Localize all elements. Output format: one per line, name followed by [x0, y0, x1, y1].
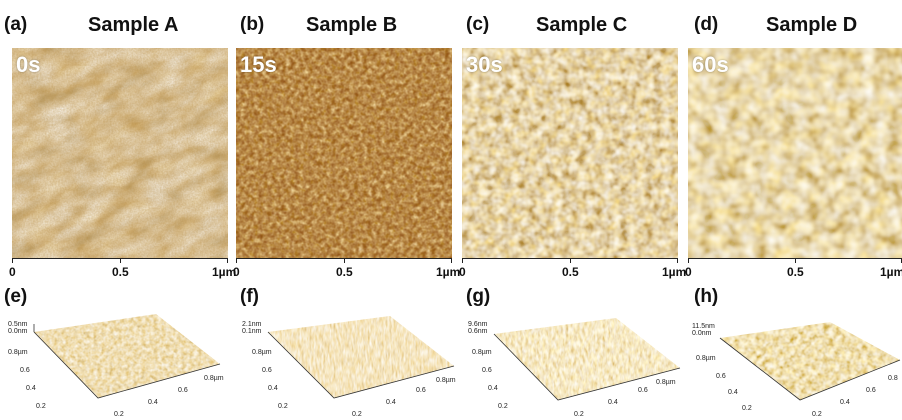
time-label-c: 30s — [466, 52, 503, 77]
surface-f-zbot: 0.1nm — [242, 328, 262, 335]
x-tick-b-0: 0 — [233, 265, 240, 279]
afm-image-sample-c: 30s — [462, 48, 678, 258]
surface-e-ytick-1: 0.6 — [20, 367, 30, 374]
afm-b-svg — [236, 48, 452, 258]
surface-e-ztop: 0.5nm — [8, 321, 28, 328]
surface-h-xtick-1: 0.4 — [840, 399, 850, 406]
x-tick-d-end: 1µm — [880, 265, 902, 279]
panel-label-d: (d) — [694, 14, 719, 35]
surface-h-zbot: 0.0nm — [692, 330, 712, 337]
surface-g-zbot: 0.6nm — [468, 328, 488, 335]
surface-g-xtick-1: 0.4 — [608, 399, 618, 406]
surface-h-xtick-3: 0.8 — [888, 375, 898, 382]
sample-b-title: Sample B — [306, 14, 398, 36]
surface-f-svg: 2.1nm 0.1nm 0.8µm 0.6 0.4 0.2 0.2 0.4 0.… — [242, 316, 456, 418]
surface-g-ztop: 9.6nm — [468, 321, 488, 328]
surface-3d-h: 11.5nm 0.0nm 0.8µm 0.6 0.4 0.2 0.2 0.4 0… — [690, 308, 902, 420]
surface-g-ytick-3: 0.2 — [498, 403, 508, 410]
time-label-a: 0s — [16, 52, 41, 77]
x-tick-b-end: 1µm — [436, 265, 461, 279]
surface-3d-e: 0.5nm 0.0nm 0.8µm 0.6 0.4 0.2 0.2 0.4 0.… — [6, 308, 226, 420]
panel-label-b: (b) — [240, 14, 265, 35]
surface-g-xtick-0: 0.2 — [574, 411, 584, 418]
x-axis-d: 0 0.5 1µm — [685, 258, 902, 282]
surface-e-zbot: 0.0nm — [8, 328, 28, 335]
surface-e-xtick-0: 0.2 — [114, 411, 124, 418]
x-tick-a-mid: 0.5 — [112, 265, 129, 279]
surface-3d-g: 9.6nm 0.6nm 0.8µm 0.6 0.4 0.2 0.2 0.4 0.… — [466, 308, 686, 420]
sample-a-title: Sample A — [88, 14, 179, 36]
surface-g-ytick-2: 0.4 — [488, 385, 498, 392]
surface-e-ytick-2: 0.4 — [26, 385, 36, 392]
afm-image-sample-d: 60s — [688, 48, 902, 258]
surface-f-xtick-0: 0.2 — [352, 411, 362, 418]
surface-h-svg: 11.5nm 0.0nm 0.8µm 0.6 0.4 0.2 0.2 0.4 0… — [692, 322, 901, 418]
x-tick-c-0: 0 — [459, 265, 466, 279]
afm-a-svg — [12, 48, 228, 258]
surface-g-svg: 9.6nm 0.6nm 0.8µm 0.6 0.4 0.2 0.2 0.4 0.… — [468, 318, 681, 418]
afm-image-sample-a: 0s — [12, 48, 228, 258]
surface-3d-f: 2.1nm 0.1nm 0.8µm 0.6 0.4 0.2 0.2 0.4 0.… — [240, 308, 460, 420]
surface-h-ytick-3: 0.2 — [742, 405, 752, 412]
surface-h-xtick-2: 0.6 — [866, 387, 876, 394]
surface-f-ytick-0: 0.8µm — [252, 349, 272, 356]
panel-label-a: (a) — [4, 14, 28, 35]
surface-h-ytick-1: 0.6 — [716, 373, 726, 380]
surface-f-ytick-3: 0.2 — [278, 403, 288, 410]
x-axis-b: 0 0.5 1µm — [233, 258, 464, 282]
surface-f-xtick-1: 0.4 — [386, 399, 396, 406]
panel-label-e: (e) — [4, 286, 28, 307]
x-tick-a-0: 0 — [9, 265, 16, 279]
sample-d-title: Sample D — [766, 14, 858, 36]
x-axis-c: 0 0.5 1µm — [459, 258, 690, 282]
surface-g-xtick-3: 0.8µm — [656, 379, 676, 386]
surface-e-ytick-0: 0.8µm — [8, 349, 28, 356]
panel-label-c: (c) — [466, 14, 490, 35]
surface-f-xtick-2: 0.6 — [416, 387, 426, 394]
x-tick-d-mid: 0.5 — [787, 265, 804, 279]
x-tick-a-end: 1µm — [212, 265, 237, 279]
surface-f-xtick-3: 0.8µm — [436, 377, 456, 384]
time-label-b: 15s — [240, 52, 277, 77]
surface-e-xtick-1: 0.4 — [148, 399, 158, 406]
surface-h-xtick-0: 0.2 — [812, 411, 822, 418]
panel-label-g: (g) — [466, 286, 491, 307]
surface-f-ytick-2: 0.4 — [268, 385, 278, 392]
surface-h-ztop: 11.5nm — [692, 323, 715, 330]
x-tick-d-0: 0 — [685, 265, 692, 279]
surface-e-xtick-2: 0.6 — [178, 387, 188, 394]
afm-image-sample-b: 15s — [236, 48, 452, 258]
x-axis-a: 0 0.5 1µm — [9, 258, 240, 282]
panel-label-f: (f) — [240, 286, 259, 307]
surface-f-ytick-1: 0.6 — [262, 367, 272, 374]
x-tick-b-mid: 0.5 — [336, 265, 353, 279]
surface-h-ytick-0: 0.8µm — [696, 355, 716, 362]
time-label-d: 60s — [692, 52, 729, 77]
surface-e-svg: 0.5nm 0.0nm 0.8µm 0.6 0.4 0.2 0.2 0.4 0.… — [8, 314, 224, 418]
surface-e-ytick-3: 0.2 — [36, 403, 46, 410]
afm-d-svg — [688, 48, 902, 258]
panel-label-h: (h) — [694, 286, 719, 307]
sample-c-title: Sample C — [536, 14, 628, 36]
surface-g-ytick-0: 0.8µm — [472, 349, 492, 356]
x-tick-c-end: 1µm — [662, 265, 687, 279]
surface-g-ytick-1: 0.6 — [482, 367, 492, 374]
surface-f-ztop: 2.1nm — [242, 321, 262, 328]
x-tick-c-mid: 0.5 — [562, 265, 579, 279]
afm-c-svg — [462, 48, 678, 258]
surface-e-xtick-3: 0.8µm — [204, 375, 224, 382]
surface-h-ytick-2: 0.4 — [728, 389, 738, 396]
surface-g-xtick-2: 0.6 — [638, 387, 648, 394]
